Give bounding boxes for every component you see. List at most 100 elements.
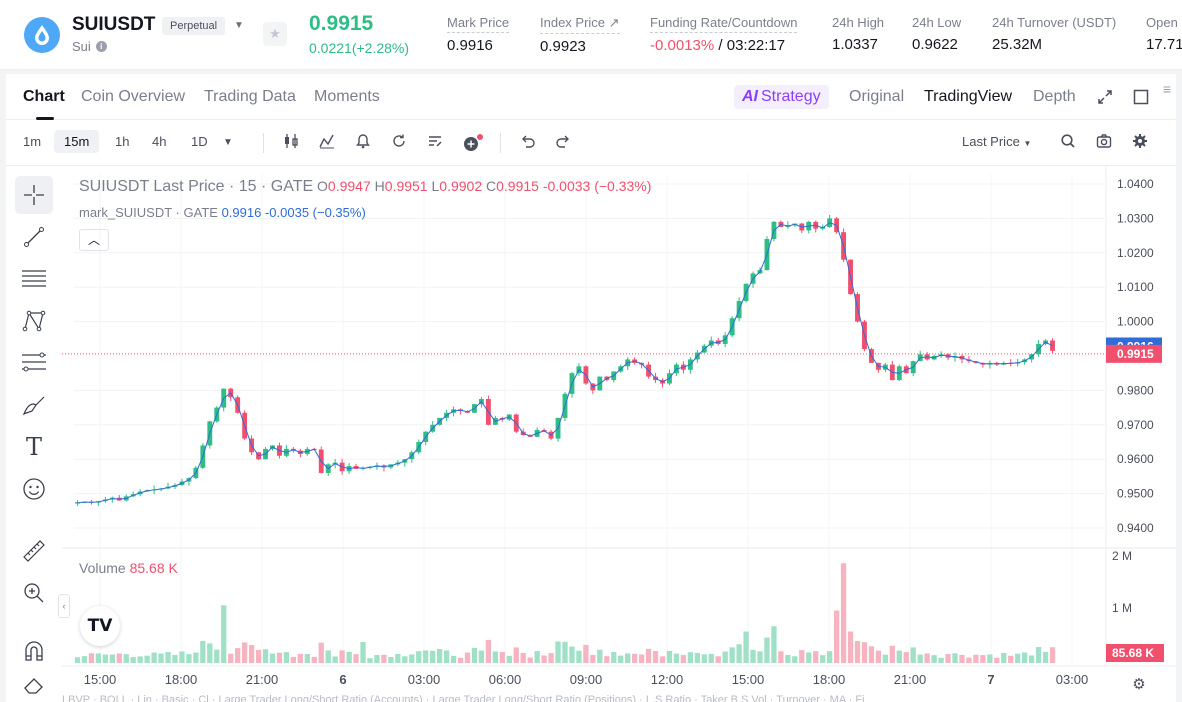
camera-icon[interactable] [1094,133,1114,153]
info-icon[interactable]: i [95,41,107,52]
crosshair-icon[interactable] [15,176,53,214]
sidebar-collapse-button[interactable]: ‹ [58,594,70,618]
tab-chart[interactable]: Chart [23,88,65,105]
y-tick-label: 0.9400 [1117,521,1154,535]
volume-bar [652,650,659,663]
magnet-icon[interactable] [15,632,53,670]
axis-settings-icon[interactable]: ⚙ [1132,676,1146,693]
gear-icon[interactable] [1130,133,1150,153]
x-tick-label: 03:00 [1056,672,1089,687]
indicators-icon[interactable] [317,133,337,153]
tab-trading-data[interactable]: Trading Data [204,88,296,105]
volume-bar [1028,655,1035,663]
chart-toolbar: 1m 15m 1h 4h 1D ▼ [6,120,1176,166]
ruler-icon[interactable] [15,532,53,570]
menu-icon[interactable]: ≡ [1162,81,1172,97]
symbol-name[interactable]: SUIUSDT [72,14,156,35]
search-icon[interactable] [1058,133,1078,153]
timeframe-dropdown-icon[interactable]: ▼ [223,137,233,148]
volume-bar [388,657,394,663]
x-tick-label: 21:00 [894,672,927,687]
x-tick-label: 03:00 [408,672,441,687]
fib-retracement-icon[interactable] [15,344,53,382]
tab-coin-overview[interactable]: Coin Overview [81,88,186,105]
eraser-icon[interactable] [15,670,53,700]
price-source-label: Last Price [962,134,1020,149]
legend-close: 0.9915 [496,178,539,194]
stat-open-interest: Open 17.71 [1146,14,1182,53]
volume-bar [1049,647,1056,663]
symbol-dropdown-icon[interactable]: ▼ [234,20,244,31]
brush-icon[interactable] [15,386,53,424]
stat-label[interactable]: Index Price ↗ [540,15,620,34]
x-tick-label: 7 [987,672,994,687]
x-tick-label: 18:00 [813,672,846,687]
trend-line-icon[interactable] [15,218,53,256]
volume-bar [638,654,645,663]
indicator-bar[interactable]: LBVP · BOLL · Lin · Basic · Cl · Large T… [62,694,865,702]
candlestick-chart[interactable]: 1.04001.03001.02001.01001.00000.99000.98… [62,166,1176,702]
volume-bar [833,610,840,663]
fullscreen-icon[interactable] [1096,89,1114,107]
legend-collapse-button[interactable]: ︿ [79,229,109,251]
volume-bar [374,654,380,663]
volume-bar [541,655,547,663]
strategy-button[interactable]: AI Strategy [734,85,829,109]
volume-bar [952,653,958,663]
tab-moments[interactable]: Moments [314,88,380,105]
volume-bar [875,650,882,663]
volume-bar [102,654,108,663]
volume-bar [464,652,471,663]
volume-bars [74,563,1056,663]
settings-list-icon[interactable] [425,133,445,153]
volume-bar [555,641,561,663]
volume-bar [221,605,227,663]
volume-bar [813,651,819,663]
stat-label[interactable]: Mark Price [447,15,510,33]
contract-type-badge: Perpetual [162,17,226,35]
price-source-select[interactable]: Last Price ▼ [962,134,1031,149]
volume-bar [193,652,199,663]
volume-bar [882,654,889,663]
volume-bar [562,641,568,663]
volume-bar [262,649,269,663]
replay-icon[interactable] [389,133,409,153]
redo-icon[interactable] [553,133,573,153]
timeframe-15m[interactable]: 15m [54,130,100,153]
volume-bar [722,651,728,663]
y-tick-label: 0.9500 [1117,487,1154,501]
undo-icon[interactable] [518,133,538,153]
timeframe-1m[interactable]: 1m [23,134,42,149]
text-tool-icon[interactable]: T [25,433,42,461]
window-icon[interactable] [1132,89,1150,107]
x-tick-label: 6 [339,672,346,687]
chart-area[interactable]: 1.04001.03001.02001.01001.00000.99000.98… [58,166,1176,702]
volume-bar [283,652,290,663]
mark-legend-change: -0.0035 (−0.35%) [264,205,366,220]
volume-bar [144,655,150,663]
tab-depth[interactable]: Depth [1033,88,1076,105]
candle-style-icon[interactable] [281,133,301,153]
volume-bar [228,653,234,663]
stat-label[interactable]: Funding Rate/Countdown [650,15,798,33]
favorite-star-icon[interactable]: ★ [263,22,287,46]
volume-bar [576,650,582,663]
zoom-in-icon[interactable] [15,574,53,612]
timeframe-1d[interactable]: 1D [191,134,208,149]
alert-icon[interactable] [353,133,373,153]
pattern-icon[interactable] [15,302,53,340]
timeframe-4h[interactable]: 4h [152,134,167,149]
emoji-icon[interactable] [15,470,53,508]
tradingview-logo: TV [80,606,120,646]
timeframe-1h[interactable]: 1h [115,134,130,149]
stat-label: Open [1146,15,1178,30]
tab-tradingview[interactable]: TradingView [924,88,1013,105]
volume-bar [910,647,916,663]
tab-original[interactable]: Original [849,88,905,105]
volume-bar [255,649,262,663]
volume-axis-label: 1 M [1112,601,1132,615]
volume-bar [980,655,986,663]
add-indicator-icon[interactable] [462,133,483,153]
volume-bar [137,656,143,663]
horizontal-lines-icon[interactable] [15,260,53,298]
